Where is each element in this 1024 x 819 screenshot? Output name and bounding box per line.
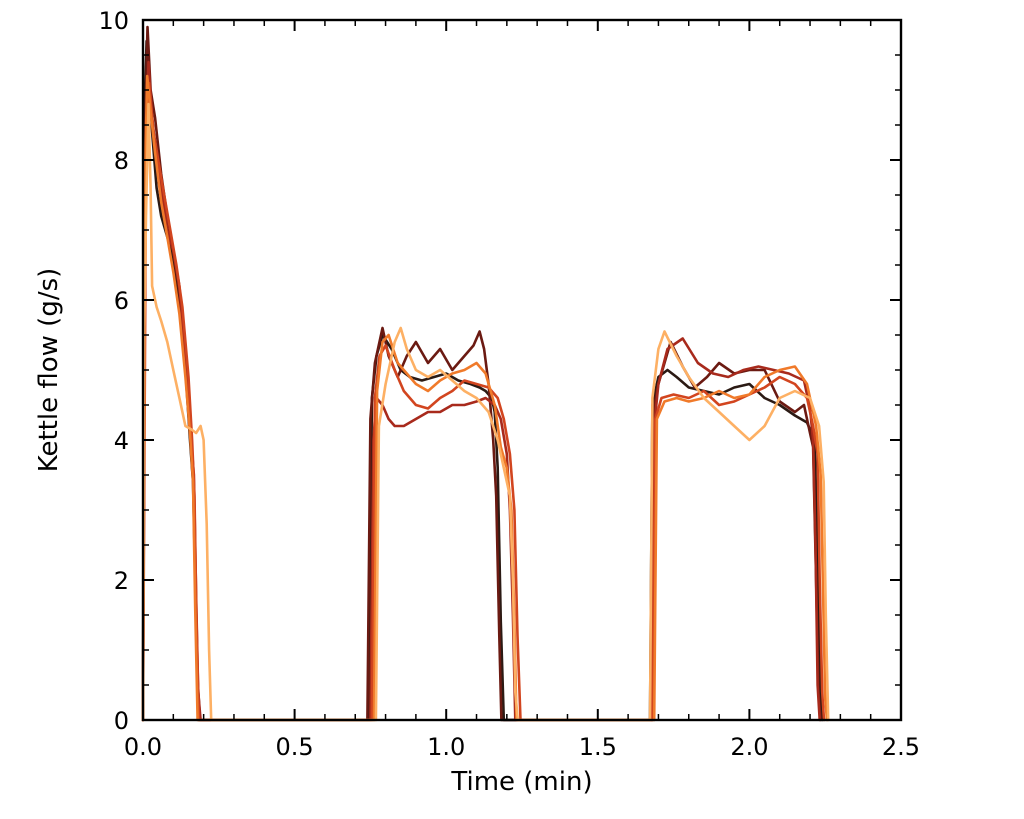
y-tick-label: 0	[114, 707, 129, 735]
x-tick-label: 1.0	[427, 733, 465, 761]
y-tick-label: 10	[98, 7, 129, 35]
series-line-1	[141, 39, 824, 722]
plot-frame	[141, 18, 903, 722]
y-tick-label: 6	[114, 287, 129, 315]
series-line-4	[141, 81, 826, 722]
x-tick-label: 1.5	[579, 733, 617, 761]
y-tick-label: 8	[114, 147, 129, 175]
y-tick-label: 2	[114, 567, 129, 595]
series-line-5	[141, 74, 829, 722]
series-line-6	[141, 102, 830, 722]
x-tick-label: 2.5	[882, 733, 920, 761]
x-axis-label: Time (min)	[450, 767, 592, 797]
x-tick-label: 0.5	[276, 733, 314, 761]
x-tick-label: 2.0	[730, 733, 768, 761]
ticks-layer	[142, 19, 902, 721]
x-tick-label: 0.0	[124, 733, 162, 761]
series-layer	[141, 25, 830, 722]
tick-labels-layer: 0.0 0.5 1.0 1.5 2.0 2.5 0 2 4 6 8 10	[98, 7, 920, 761]
series-line-2	[141, 25, 823, 722]
y-tick-label: 4	[114, 427, 129, 455]
y-axis-label: Kettle flow (g/s)	[34, 268, 64, 473]
